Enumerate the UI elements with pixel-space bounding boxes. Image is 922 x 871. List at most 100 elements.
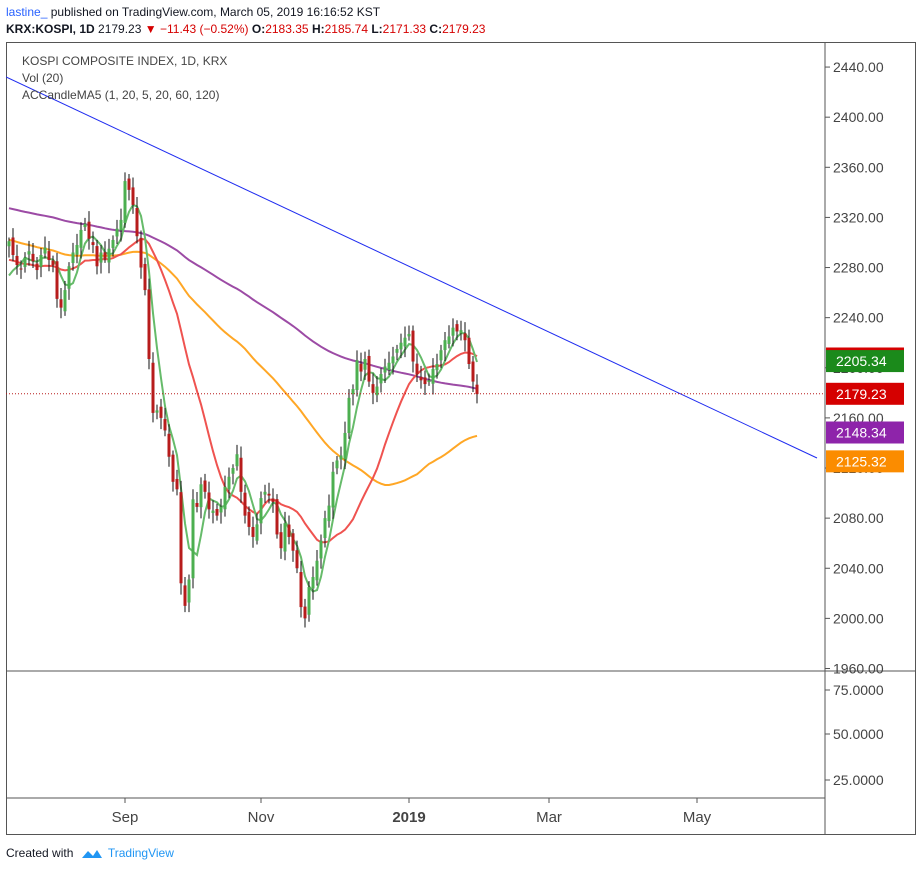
symbol-header: KRX:KOSPI, 1D 2179.23 ▼ −11.43 (−0.52%) … bbox=[6, 22, 485, 36]
candle-body bbox=[431, 369, 435, 384]
candle-body bbox=[463, 333, 467, 341]
ma5-line bbox=[8, 203, 478, 593]
candle-body bbox=[415, 363, 419, 375]
candle-body bbox=[323, 518, 327, 539]
candle-body bbox=[403, 337, 407, 347]
x-tick-label: May bbox=[683, 809, 712, 826]
candle-body bbox=[143, 263, 147, 291]
candle-body bbox=[383, 366, 387, 373]
candle-body bbox=[195, 503, 199, 507]
candle-body bbox=[191, 499, 195, 579]
candle-body bbox=[355, 360, 359, 390]
candle-body bbox=[423, 377, 427, 385]
ma60-line bbox=[8, 238, 478, 486]
y-tick-label: 2240.00 bbox=[833, 310, 884, 326]
candle-body bbox=[327, 505, 331, 522]
author-link[interactable]: lastine_ bbox=[6, 5, 48, 19]
vol-tick-label: 75.0000 bbox=[833, 682, 884, 698]
candle-body bbox=[35, 263, 39, 271]
candle-body bbox=[11, 237, 15, 256]
candle-body bbox=[451, 327, 455, 336]
last-price: 2179.23 bbox=[98, 22, 142, 36]
price-label: 2125.32 bbox=[836, 453, 887, 469]
low-value: 2171.33 bbox=[382, 22, 427, 36]
candle-body bbox=[351, 389, 355, 395]
y-tick-label: 1960.00 bbox=[833, 660, 884, 676]
candle-body bbox=[31, 253, 35, 262]
candle-body bbox=[199, 484, 203, 508]
candle-body bbox=[319, 540, 323, 559]
candle-body bbox=[291, 533, 295, 551]
candle-body bbox=[219, 506, 223, 513]
high-value: 2185.74 bbox=[324, 22, 368, 36]
candle-body bbox=[91, 242, 95, 245]
price-label: 2148.34 bbox=[836, 425, 887, 441]
candle-body bbox=[107, 248, 111, 263]
candle-body bbox=[15, 255, 19, 266]
y-tick-label: 2000.00 bbox=[833, 610, 884, 626]
candle-body bbox=[395, 348, 399, 353]
candle-body bbox=[59, 299, 63, 308]
candle-body bbox=[111, 239, 115, 248]
candle-body bbox=[247, 511, 251, 527]
y-tick-label: 2040.00 bbox=[833, 560, 884, 576]
candle-body bbox=[363, 359, 367, 370]
candle-body bbox=[83, 223, 87, 228]
candle-body bbox=[179, 492, 183, 584]
candle-body bbox=[407, 333, 411, 337]
price-label: 2205.34 bbox=[836, 353, 887, 369]
price-chart[interactable]: 2440.00 2400.00 2360.00 2320.00 2280.00 2240.… bbox=[0, 42, 916, 835]
price-change: −11.43 (−0.52%) bbox=[160, 22, 249, 36]
publish-text: published on TradingView.com, March 05, … bbox=[50, 5, 381, 19]
open-label: O: bbox=[251, 22, 266, 36]
candle-body bbox=[251, 527, 255, 537]
candle-body bbox=[275, 499, 279, 535]
candle-body bbox=[239, 457, 243, 492]
candle-body bbox=[335, 460, 339, 469]
candle-body bbox=[211, 510, 215, 513]
candle-body bbox=[167, 433, 171, 457]
candle-body bbox=[39, 255, 43, 267]
candle-body bbox=[399, 342, 403, 350]
legend-ma: ACCandleMA5 (1, 20, 5, 20, 60, 120) bbox=[22, 88, 220, 102]
candle-body bbox=[163, 419, 167, 431]
candle-body bbox=[235, 454, 239, 467]
candle-body bbox=[67, 266, 71, 289]
candle-body bbox=[159, 406, 163, 418]
price-label: 2179.23 bbox=[836, 386, 887, 402]
candle-body bbox=[87, 221, 91, 239]
candle-body bbox=[263, 491, 267, 495]
candle-body bbox=[459, 330, 463, 334]
candle-body bbox=[375, 386, 379, 396]
candle-body bbox=[455, 324, 459, 332]
candle-body bbox=[391, 356, 395, 364]
candle-body bbox=[311, 577, 315, 589]
y-tick-label: 2360.00 bbox=[833, 159, 884, 175]
candle-body bbox=[19, 268, 23, 270]
y-tick-label: 2280.00 bbox=[833, 260, 884, 276]
candle-body bbox=[75, 244, 79, 255]
candle-body bbox=[171, 454, 175, 482]
candle-body bbox=[255, 524, 259, 541]
candle-body bbox=[215, 509, 219, 516]
candle-body bbox=[259, 498, 263, 524]
close-label: C: bbox=[429, 22, 443, 36]
candle-body bbox=[115, 228, 119, 237]
candle-body bbox=[379, 374, 383, 384]
chart-area[interactable]: 2440.00 2400.00 2360.00 2320.00 2280.00 2240.… bbox=[0, 42, 916, 835]
x-tick-label: Nov bbox=[248, 809, 275, 826]
candle-body bbox=[283, 523, 287, 552]
candle-body bbox=[99, 252, 103, 263]
footer-created: Created with bbox=[6, 846, 74, 860]
footer-brand[interactable]: TradingView bbox=[107, 846, 174, 860]
candle-body bbox=[419, 376, 423, 381]
candle-body bbox=[131, 187, 135, 205]
candle-body bbox=[147, 289, 151, 360]
candle-body bbox=[103, 252, 107, 259]
y-tick-label: 2440.00 bbox=[833, 59, 884, 75]
candle-body bbox=[23, 257, 27, 267]
candle-body bbox=[347, 397, 351, 433]
candle-body bbox=[295, 550, 299, 569]
candle-body bbox=[151, 362, 155, 413]
candle-body bbox=[227, 476, 231, 490]
